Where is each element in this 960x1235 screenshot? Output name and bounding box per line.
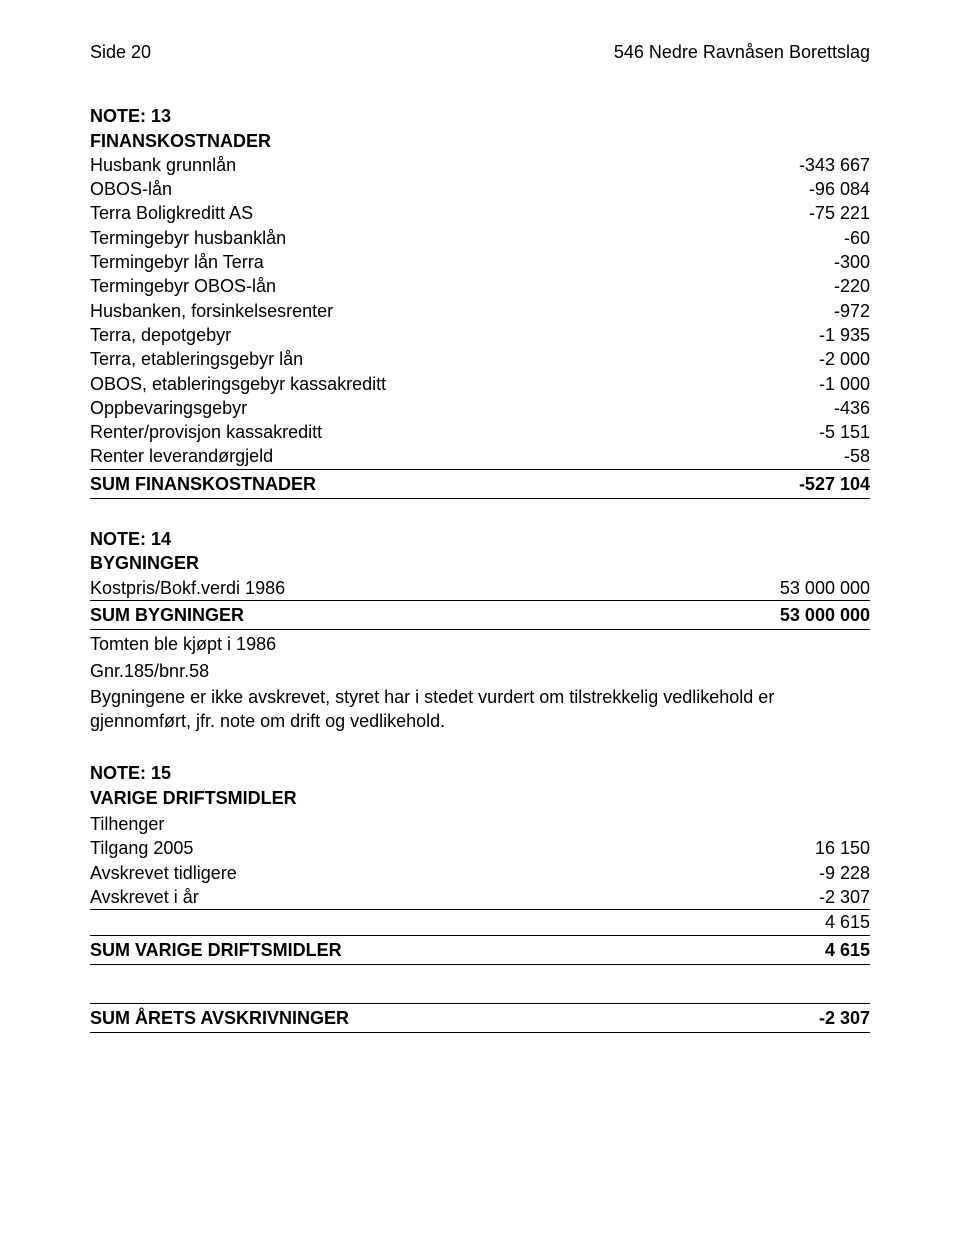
row-value: -96 084 — [730, 177, 870, 201]
note-15-section: NOTE: 15 VARIGE DRIFTSMIDLER Tilhenger T… — [90, 761, 870, 964]
table-row: Renter leverandørgjeld -58 — [90, 444, 870, 468]
note-13-heading: NOTE: 13 — [90, 104, 870, 128]
table-row: Avskrevet tidligere -9 228 — [90, 861, 870, 885]
row-value: -1 000 — [730, 372, 870, 396]
row-value: -972 — [730, 299, 870, 323]
row-value: 16 150 — [730, 836, 870, 860]
table-row: Husbanken, forsinkelsesrenter -972 — [90, 299, 870, 323]
row-value: -9 228 — [730, 861, 870, 885]
table-row: Renter/provisjon kassakreditt -5 151 — [90, 420, 870, 444]
table-row: Terra Boligkreditt AS -75 221 — [90, 201, 870, 225]
row-value: -58 — [730, 444, 870, 468]
row-label: Oppbevaringsgebyr — [90, 396, 730, 420]
row-value: 53 000 000 — [730, 576, 870, 600]
row-value: -2 000 — [730, 347, 870, 371]
sum-label: SUM VARIGE DRIFTSMIDLER — [90, 938, 730, 962]
note-15-subtotal: 4 615 — [90, 909, 870, 934]
total-value: -2 307 — [730, 1006, 870, 1030]
row-value: -220 — [730, 274, 870, 298]
sum-label: SUM FINANSKOSTNADER — [90, 472, 730, 496]
row-label: Termingebyr husbanklån — [90, 226, 730, 250]
row-value: -343 667 — [730, 153, 870, 177]
table-row: Tilgang 2005 16 150 — [90, 836, 870, 860]
row-label: Husbank grunnlån — [90, 153, 730, 177]
subtotal-value: 4 615 — [730, 910, 870, 934]
page-header: Side 20 546 Nedre Ravnåsen Borettslag — [90, 40, 870, 64]
row-label: Renter/provisjon kassakreditt — [90, 420, 730, 444]
table-row: Termingebyr lån Terra -300 — [90, 250, 870, 274]
total-row: SUM ÅRETS AVSKRIVNINGER -2 307 — [90, 1003, 870, 1033]
row-value: -2 307 — [730, 885, 870, 909]
sum-value: 53 000 000 — [730, 603, 870, 627]
note-15-heading: NOTE: 15 — [90, 761, 870, 785]
row-value: -60 — [730, 226, 870, 250]
row-label: Kostpris/Bokf.verdi 1986 — [90, 576, 730, 600]
table-row: OBOS, etableringsgebyr kassakreditt -1 0… — [90, 372, 870, 396]
note-14-heading: NOTE: 14 — [90, 527, 870, 551]
table-row: Terra, depotgebyr -1 935 — [90, 323, 870, 347]
note-13-sum: SUM FINANSKOSTNADER -527 104 — [90, 469, 870, 499]
table-row: Kostpris/Bokf.verdi 1986 53 000 000 — [90, 576, 870, 600]
row-label: Renter leverandørgjeld — [90, 444, 730, 468]
row-label: Terra, etableringsgebyr lån — [90, 347, 730, 371]
row-value: -1 935 — [730, 323, 870, 347]
sum-value: -527 104 — [730, 472, 870, 496]
row-value: -5 151 — [730, 420, 870, 444]
doc-title: 546 Nedre Ravnåsen Borettslag — [614, 40, 870, 64]
row-label: OBOS, etableringsgebyr kassakreditt — [90, 372, 730, 396]
note-15-subheading: VARIGE DRIFTSMIDLER — [90, 786, 870, 810]
note-14-subheading: BYGNINGER — [90, 551, 870, 575]
note-14-paragraph: Bygningene er ikke avskrevet, styret har… — [90, 685, 870, 734]
row-label: Terra Boligkreditt AS — [90, 201, 730, 225]
note-14-line2: Gnr.185/bnr.58 — [90, 659, 870, 683]
total-label: SUM ÅRETS AVSKRIVNINGER — [90, 1006, 730, 1030]
table-row: Oppbevaringsgebyr -436 — [90, 396, 870, 420]
row-value: -436 — [730, 396, 870, 420]
note-14-line1: Tomten ble kjøpt i 1986 — [90, 632, 870, 656]
table-row: Terra, etableringsgebyr lån -2 000 — [90, 347, 870, 371]
note-13-subheading: FINANSKOSTNADER — [90, 129, 870, 153]
note-13-section: NOTE: 13 FINANSKOSTNADER Husbank grunnlå… — [90, 104, 870, 499]
table-row: Husbank grunnlån -343 667 — [90, 153, 870, 177]
row-label: Termingebyr OBOS-lån — [90, 274, 730, 298]
note-14-sum: SUM BYGNINGER 53 000 000 — [90, 600, 870, 630]
sum-label: SUM BYGNINGER — [90, 603, 730, 627]
note-15-sum: SUM VARIGE DRIFTSMIDLER 4 615 — [90, 935, 870, 965]
row-value: -300 — [730, 250, 870, 274]
row-label: Avskrevet i år — [90, 885, 730, 909]
row-label: Termingebyr lån Terra — [90, 250, 730, 274]
table-row: Termingebyr husbanklån -60 — [90, 226, 870, 250]
page-label: Side 20 — [90, 40, 151, 64]
row-label: Husbanken, forsinkelsesrenter — [90, 299, 730, 323]
row-label: Terra, depotgebyr — [90, 323, 730, 347]
row-label: OBOS-lån — [90, 177, 730, 201]
row-value: -75 221 — [730, 201, 870, 225]
table-row: Avskrevet i år -2 307 — [90, 885, 870, 909]
note-14-section: NOTE: 14 BYGNINGER Kostpris/Bokf.verdi 1… — [90, 527, 870, 733]
table-row: OBOS-lån -96 084 — [90, 177, 870, 201]
sum-value: 4 615 — [730, 938, 870, 962]
note-15-item: Tilhenger — [90, 812, 870, 836]
row-label: Tilgang 2005 — [90, 836, 730, 860]
row-label: Avskrevet tidligere — [90, 861, 730, 885]
table-row: Termingebyr OBOS-lån -220 — [90, 274, 870, 298]
